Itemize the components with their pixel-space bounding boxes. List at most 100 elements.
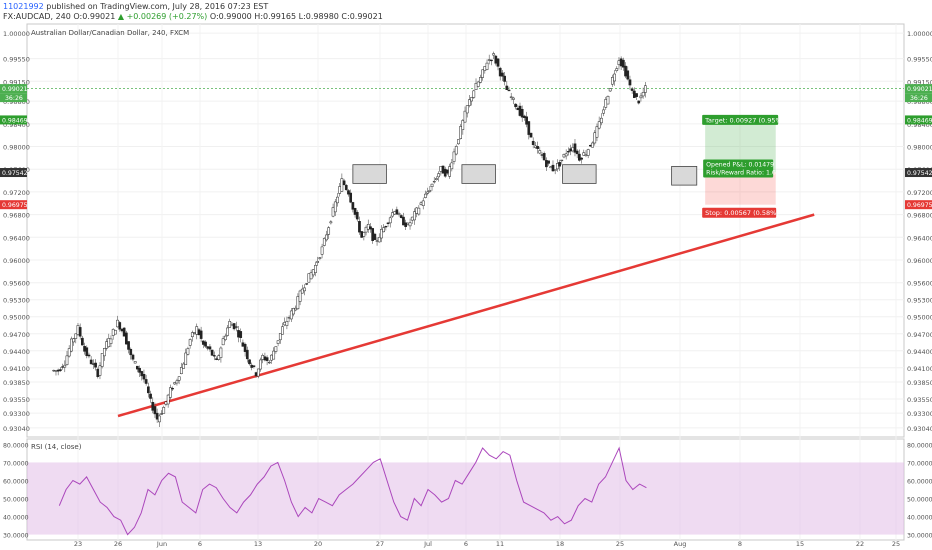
candle-body [144,379,148,384]
author-link[interactable]: 11021992 [3,2,44,11]
candle-body [406,222,410,225]
candle-body [470,97,473,102]
price-tag-box-left [0,200,27,210]
price-tick-right: 0.98000 [907,144,932,152]
candle-body [419,202,423,205]
candle-body [377,237,381,243]
time-tick-label: 15 [796,540,804,548]
candle-body [267,361,271,364]
candle-body [300,288,304,294]
candle-body [109,338,113,344]
candle-body [89,359,93,365]
candle-body [177,376,181,381]
candle-body [643,85,647,93]
candle-body [358,221,361,233]
price-tick-left: 0.99550 [3,56,30,64]
candle-body [256,368,260,377]
candle-body [243,343,247,352]
candle-body [630,88,634,91]
candle-body [591,142,594,148]
candle-body [540,154,544,156]
candle-body [314,264,317,273]
price-tag: 0.97542 [907,170,932,177]
candle-body [450,162,454,170]
candle-body [221,338,225,346]
risk-reward-label: Risk/Reward Ratio: 1.63 [706,170,780,177]
candle-body [263,356,267,361]
time-tick-label: 13 [254,540,262,548]
candle-body [360,231,364,238]
candle-body [538,150,542,154]
candle-body [219,347,223,358]
candle-body [254,372,258,377]
candle-body [340,178,344,192]
candle-body [494,55,498,64]
current-price-tag-box [905,84,932,94]
trendline[interactable] [117,213,815,418]
candle-body [582,152,586,156]
candle-body [556,163,559,170]
candle-body [492,53,495,56]
support-box[interactable] [671,165,698,186]
rsi-tick-right: 80.0000 [907,442,932,449]
candle-body [311,269,315,276]
candle-body [527,121,531,135]
stop-zone[interactable] [705,172,776,205]
candle-body [459,126,462,139]
price-tick-right: 0.94100 [907,365,932,373]
candle-body [283,322,287,326]
candle-body [428,190,432,192]
candle-body [534,145,537,148]
candle-body [637,100,641,104]
candle-body [212,355,216,357]
candle-body [118,322,122,330]
candle-body [560,159,564,162]
current-price-tag-left: 0.99021 [2,86,28,93]
ohlc-open: O:0.99000 [209,12,252,21]
candle-body [151,401,155,411]
candle-body [63,364,67,368]
support-box[interactable] [352,164,387,184]
candle-body [580,157,583,160]
candle-body [549,166,553,169]
candle-body [626,70,630,80]
candle-body [432,180,436,183]
price-tick-left: 0.96000 [3,257,30,265]
price-tag-left: 0.96975 [2,202,28,209]
candle-body [164,401,168,405]
candle-body [355,212,359,220]
support-box[interactable] [461,164,496,184]
candle-body [536,146,539,149]
candle-body [239,331,243,338]
rsi-tick-right: 60.0000 [907,478,932,485]
support-box[interactable] [562,164,597,184]
candle-body [274,346,278,352]
candle-body [140,371,144,377]
candle-body [586,149,590,156]
candle-body [96,369,100,377]
candle-body [391,212,394,217]
candle-body [351,202,355,210]
rsi-tick-left: 70.0000 [3,460,29,467]
candle-body [525,116,528,125]
stop-label-box [702,207,777,218]
price-tick-left: 0.93850 [3,379,30,387]
target-label-box [702,114,779,125]
candle-body [294,307,298,311]
candle-body [584,154,588,156]
price-tick-left: 0.94100 [3,365,30,373]
price-tick-left: 0.94700 [3,331,30,339]
candle-body [399,215,403,218]
candle-body [230,324,234,327]
price-tag-box-left [0,168,27,178]
price-tick-right: 1.00000 [907,30,932,38]
price-tick-right: 0.95600 [907,280,932,288]
candle-body [146,386,150,394]
candle-body [292,308,295,315]
time-tick-label: 27 [376,540,384,548]
candle-body [448,166,451,177]
rsi-tick-left: 40.0000 [3,515,29,522]
candle-body [571,147,575,152]
current-price-tag-box-left [0,84,27,94]
